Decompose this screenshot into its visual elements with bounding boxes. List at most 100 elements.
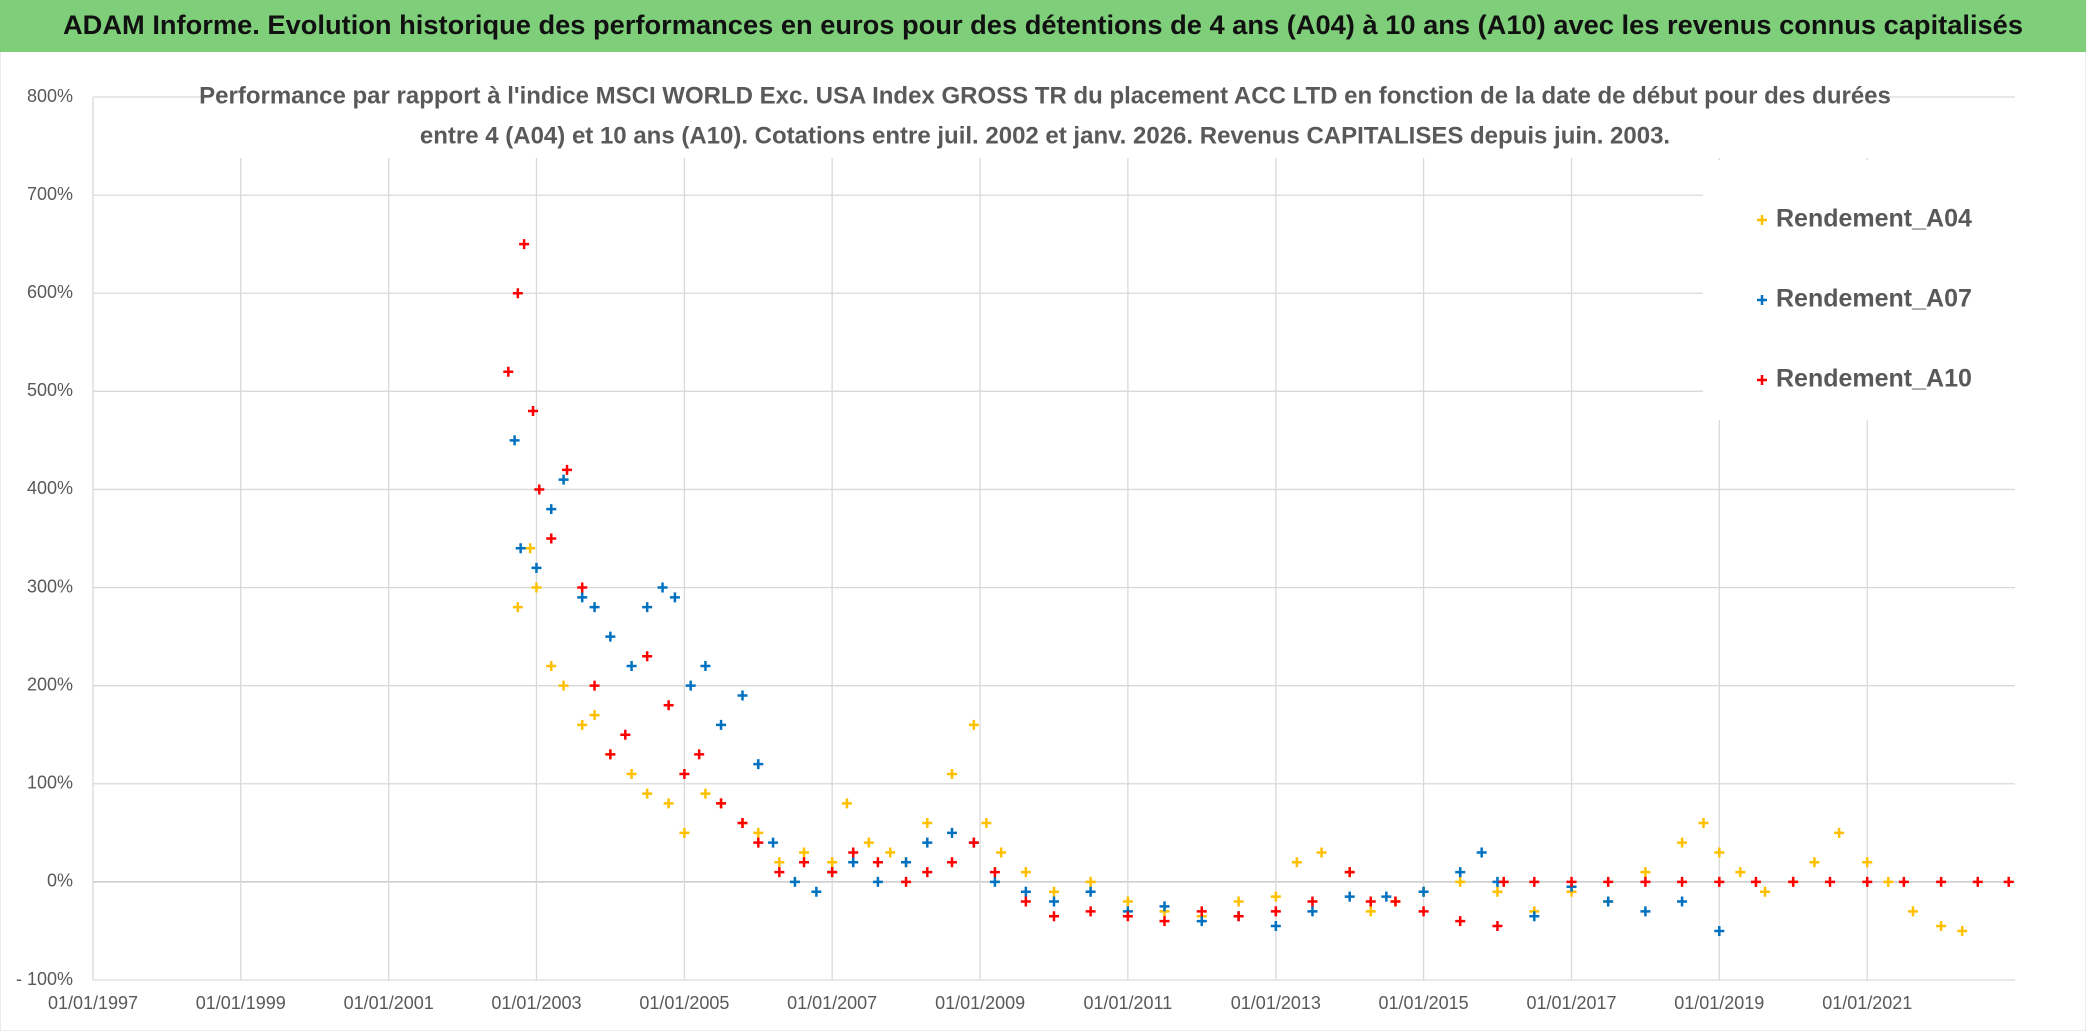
data-point: [1122, 896, 1133, 907]
data-point: [620, 729, 631, 740]
data-point: [774, 857, 785, 868]
data-point: [1834, 827, 1845, 838]
data-point: [1344, 867, 1355, 878]
data-point: [546, 504, 557, 515]
data-point: [1603, 896, 1614, 907]
data-point: [901, 876, 912, 887]
data-point: [577, 592, 588, 603]
data-point: [848, 847, 859, 858]
data-point: [1492, 886, 1503, 897]
data-point: [1418, 886, 1429, 897]
data-point: [685, 680, 696, 691]
data-point: [1492, 921, 1503, 932]
data-point: [1936, 921, 1947, 932]
data-point: [1122, 911, 1133, 922]
data-point: [1529, 911, 1540, 922]
data-point: [922, 818, 933, 829]
data-point: [1049, 886, 1059, 897]
data-point: [525, 543, 536, 554]
data-point: [546, 661, 557, 672]
x-tick-label: 01/01/2003: [491, 993, 581, 1013]
data-point: [1972, 876, 1983, 887]
data-point: [503, 366, 514, 377]
legend-marker: [1757, 215, 1767, 225]
data-point: [737, 690, 748, 701]
data-point: [1344, 891, 1355, 902]
data-point: [663, 798, 674, 809]
data-point: [577, 719, 588, 730]
data-point: [901, 857, 912, 868]
data-point: [1455, 867, 1466, 878]
data-point: [774, 867, 785, 878]
legend-label: Rendement_A04: [1776, 205, 1972, 233]
data-point: [1862, 857, 1873, 868]
x-tick-label: 01/01/1997: [48, 993, 138, 1013]
data-point: [1270, 891, 1281, 902]
data-point: [589, 680, 600, 691]
data-point: [946, 857, 957, 868]
data-point: [768, 837, 779, 848]
data-point: [1365, 906, 1376, 917]
y-tick-label: 100%: [27, 773, 73, 793]
data-point: [1735, 867, 1746, 878]
data-point: [515, 543, 526, 554]
data-point: [799, 847, 810, 858]
data-point: [1390, 896, 1401, 907]
legend-label: Rendement_A10: [1776, 365, 1972, 393]
y-tick-label: 700%: [27, 184, 73, 204]
data-point: [1365, 896, 1376, 907]
data-point: [642, 788, 653, 799]
data-point: [528, 405, 539, 416]
y-tick-label: - 100%: [16, 969, 73, 989]
data-point: [1270, 921, 1281, 932]
data-point: [626, 768, 637, 779]
data-point: [1233, 896, 1244, 907]
data-point: [2003, 876, 2014, 887]
y-tick-label: 200%: [27, 674, 73, 694]
data-point: [1825, 876, 1836, 887]
y-tick-label: 800%: [27, 86, 73, 106]
chart-subtitle: Performance par rapport à l'indice MSCI …: [199, 82, 1891, 109]
chart-subtitle: entre 4 (A04) et 10 ans (A10). Cotations…: [420, 122, 1670, 149]
data-point: [1455, 916, 1466, 927]
legend: Rendement_A04 Rendement_A07 Rendement_A10: [1703, 160, 2015, 420]
data-point: [789, 876, 800, 887]
data-point: [1714, 876, 1725, 887]
data-point: [679, 768, 690, 779]
data-point: [1640, 906, 1651, 917]
data-point: [642, 651, 653, 662]
data-point: [716, 798, 727, 809]
data-point: [626, 661, 637, 672]
data-point: [922, 837, 933, 848]
data-point: [1498, 876, 1509, 887]
data-point: [1049, 896, 1059, 907]
data-point: [657, 582, 668, 593]
data-point: [922, 867, 933, 878]
data-point: [1750, 876, 1761, 887]
data-point: [1788, 876, 1799, 887]
data-point: [989, 876, 1000, 887]
legend-marker: [1757, 375, 1767, 385]
data-point: [946, 827, 957, 838]
data-point: [605, 631, 616, 642]
data-point: [1020, 886, 1031, 897]
data-point: [1883, 876, 1894, 887]
data-point: [1936, 876, 1947, 887]
data-point: [1196, 906, 1207, 917]
data-point: [968, 837, 979, 848]
data-point: [1291, 857, 1302, 868]
x-tick-label: 01/01/1999: [196, 993, 286, 1013]
data-point: [827, 867, 838, 878]
data-point: [589, 602, 600, 613]
data-point: [1049, 911, 1059, 922]
x-tick-label: 01/01/2019: [1674, 993, 1764, 1013]
y-tick-label: 500%: [27, 380, 73, 400]
data-point: [811, 886, 822, 897]
data-point: [1957, 925, 1968, 936]
data-point: [509, 435, 520, 446]
data-point: [562, 464, 573, 475]
data-point: [558, 680, 569, 691]
x-tick-label: 01/01/2009: [935, 993, 1025, 1013]
y-tick-label: 400%: [27, 478, 73, 498]
